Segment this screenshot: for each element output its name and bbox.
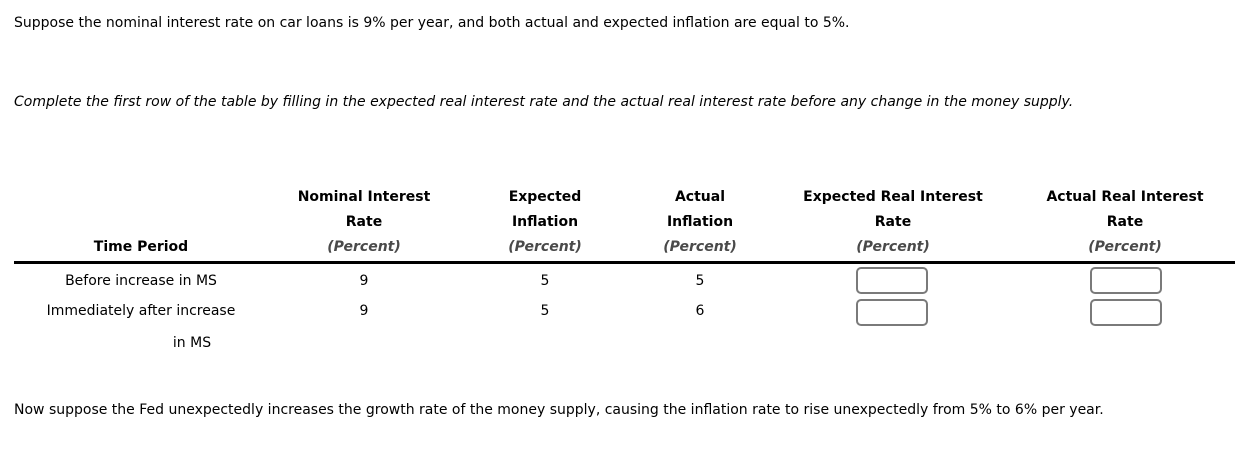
col-header-title: Time Period: [93, 239, 189, 255]
col-header-line: Actual Real Interest: [1046, 189, 1204, 205]
time-period-cell: Immediately after increase: [46, 303, 236, 319]
actual-inflation-value: 5: [695, 273, 705, 289]
col-header-expected-real-rate: Expected Real Interest Rate (Percent): [783, 185, 1003, 260]
instruction-paragraph: Complete the first row of the table by f…: [14, 94, 1074, 110]
percent-unit-label: (Percent): [663, 239, 737, 255]
col-header-line: Nominal Interest: [297, 189, 431, 205]
col-header-time-period: Time Period: [13, 235, 269, 260]
col-header-line: Expected Real Interest: [803, 189, 983, 205]
col-header-line: Inflation: [666, 214, 734, 230]
time-period-cell: Before increase in MS: [65, 273, 217, 289]
followup-paragraph: Now suppose the Fed unexpectedly increas…: [14, 402, 1104, 418]
col-header-actual-real-rate: Actual Real Interest Rate (Percent): [1015, 185, 1235, 260]
expected-real-rate-input-row2[interactable]: [856, 299, 928, 326]
percent-unit-label: (Percent): [327, 239, 401, 255]
expected-inflation-value: 5: [540, 273, 550, 289]
col-header-line: Rate: [1106, 214, 1144, 230]
col-header-line: Inflation: [511, 214, 579, 230]
actual-inflation-value: 6: [695, 303, 705, 319]
percent-unit-label: (Percent): [508, 239, 582, 255]
table-header-rule: [14, 261, 1235, 264]
col-header-line: Rate: [345, 214, 383, 230]
percent-unit-label: (Percent): [1088, 239, 1162, 255]
nominal-rate-value: 9: [359, 303, 369, 319]
expected-inflation-value: 5: [540, 303, 550, 319]
col-header-expected-inflation: Expected Inflation (Percent): [470, 185, 620, 260]
col-header-line: Rate: [874, 214, 912, 230]
expected-real-rate-input-row1[interactable]: [856, 267, 928, 294]
col-header-nominal-rate: Nominal Interest Rate (Percent): [264, 185, 464, 260]
time-period-cell-line2: in MS: [172, 335, 212, 351]
premise-paragraph: Suppose the nominal interest rate on car…: [14, 15, 850, 31]
col-header-actual-inflation: Actual Inflation (Percent): [625, 185, 775, 260]
nominal-rate-value: 9: [359, 273, 369, 289]
col-header-line: Actual: [674, 189, 726, 205]
percent-unit-label: (Percent): [856, 239, 930, 255]
actual-real-rate-input-row2[interactable]: [1090, 299, 1162, 326]
actual-real-rate-input-row1[interactable]: [1090, 267, 1162, 294]
col-header-line: Expected: [508, 189, 582, 205]
